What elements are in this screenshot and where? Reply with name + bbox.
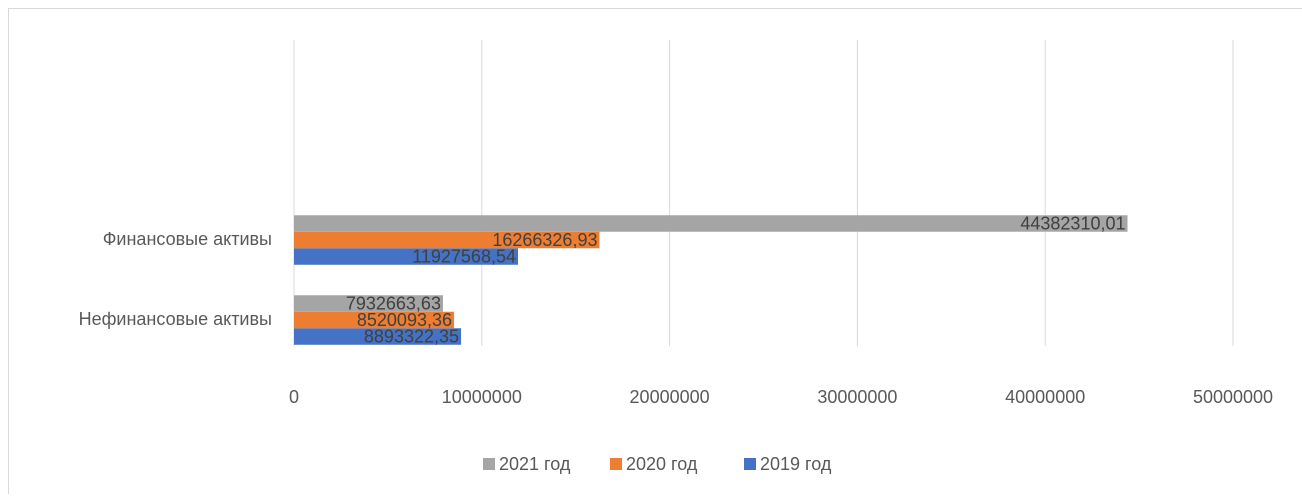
x-tick-label: 30000000 (817, 387, 897, 407)
legend-label: 2019 год (760, 454, 832, 474)
x-tick-label: 0 (289, 387, 299, 407)
data-label: 44382310,01 (1020, 213, 1125, 233)
x-tick-label: 20000000 (630, 387, 710, 407)
legend-swatch (744, 458, 756, 470)
y-tick-label: Нефинансовые активы (79, 309, 272, 329)
data-label: 7932663,63 (346, 293, 441, 313)
bar (294, 215, 1127, 232)
legend-swatch (483, 458, 495, 470)
legend-label: 2021 год (499, 454, 571, 474)
legend-label: 2020 год (626, 454, 698, 474)
chart-border (9, 9, 1302, 495)
legend-swatch (610, 458, 622, 470)
x-tick-label: 50000000 (1193, 387, 1273, 407)
data-label: 16266326,93 (492, 230, 597, 250)
x-tick-label: 10000000 (442, 387, 522, 407)
x-tick-label: 40000000 (1005, 387, 1085, 407)
y-tick-label: Финансовые активы (103, 229, 272, 249)
